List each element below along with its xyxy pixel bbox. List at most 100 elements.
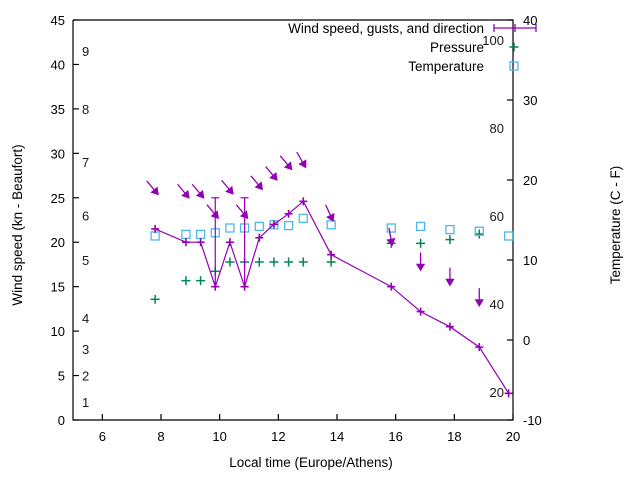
beaufort-label: 2 bbox=[82, 369, 89, 384]
legend-label-2: Temperature bbox=[408, 59, 484, 74]
wind-point bbox=[196, 238, 205, 247]
temperature-marker bbox=[181, 229, 191, 240]
pressure-point bbox=[284, 257, 294, 267]
pressure-point bbox=[298, 257, 308, 267]
arrow-head bbox=[474, 299, 484, 307]
wind-speed-line bbox=[154, 200, 510, 394]
beaufort-label: 9 bbox=[82, 44, 89, 59]
left-axis-ticks: 0 5 10 15 20 25 30 35 40 45 bbox=[51, 13, 79, 428]
pressure-point bbox=[196, 276, 206, 286]
y-tick-label: 10 bbox=[51, 324, 65, 339]
pressure-point bbox=[416, 238, 426, 248]
y-tick-label: 15 bbox=[51, 280, 65, 295]
beaufort-label: 6 bbox=[82, 209, 89, 224]
wind-direction-arrow bbox=[279, 155, 293, 171]
wind-point bbox=[504, 389, 513, 398]
axis-frame bbox=[72, 19, 514, 421]
arrow-head bbox=[269, 172, 278, 181]
fahrenheit-label: 100 bbox=[482, 33, 504, 48]
fahrenheit-label: 60 bbox=[490, 209, 504, 224]
y-tick-label: 0 bbox=[58, 413, 65, 428]
arrow-head bbox=[283, 161, 293, 171]
x-tick-label: 8 bbox=[157, 429, 164, 444]
beaufort-label: 8 bbox=[82, 102, 89, 117]
x-tick-label: 14 bbox=[330, 429, 344, 444]
beaufort-label: 7 bbox=[82, 155, 89, 170]
wind-direction-arrow bbox=[177, 183, 190, 199]
y2-tick-label: 0 bbox=[523, 333, 530, 348]
arrow-head bbox=[181, 189, 190, 199]
wind-point bbox=[445, 322, 454, 331]
pressure-point bbox=[474, 229, 484, 239]
arrow-head bbox=[445, 278, 455, 287]
temperature-marker bbox=[503, 231, 514, 241]
wind-point bbox=[269, 220, 278, 229]
y2-tick-label: 30 bbox=[523, 93, 537, 108]
arrow-head bbox=[150, 186, 159, 196]
wind-direction-arrow bbox=[415, 252, 426, 272]
wind-direction-arrow bbox=[206, 204, 220, 220]
y-axis-title: Wind speed (kn - Beaufort) bbox=[10, 144, 25, 305]
x-tick-label: 6 bbox=[99, 429, 106, 444]
beaufort-label: 5 bbox=[82, 253, 89, 268]
pressure-point bbox=[445, 235, 455, 245]
y2-tick-label: 10 bbox=[523, 253, 537, 268]
pressure-point bbox=[181, 276, 191, 286]
wind-direction-arrow bbox=[474, 288, 484, 307]
arrow-head bbox=[386, 238, 396, 247]
bottom-axis-ticks: 6 8 10 12 14 16 18 20 bbox=[99, 414, 520, 444]
temperature-marker bbox=[386, 223, 396, 233]
wind-direction-arrow bbox=[445, 267, 455, 287]
y-tick-label: 45 bbox=[51, 13, 65, 28]
x-tick-label: 16 bbox=[388, 429, 402, 444]
arrow-head bbox=[298, 159, 307, 169]
wind-point bbox=[225, 238, 234, 247]
arrow-head bbox=[326, 213, 335, 222]
y-tick-label: 20 bbox=[51, 235, 65, 250]
beaufort-label: 1 bbox=[82, 395, 89, 410]
wind-point bbox=[475, 343, 484, 352]
wind-direction-arrows bbox=[146, 151, 484, 307]
wind-direction-arrow bbox=[296, 151, 307, 169]
wind-point bbox=[299, 197, 308, 206]
wind-speed-series bbox=[151, 197, 513, 398]
pressure-point bbox=[326, 257, 336, 267]
fahrenheit-label: 40 bbox=[490, 297, 504, 312]
legend-temperature-marker bbox=[509, 61, 519, 71]
wind-direction-arrow bbox=[386, 227, 396, 247]
temperature-marker bbox=[150, 231, 160, 241]
temperature-marker bbox=[195, 229, 206, 240]
wind-point bbox=[151, 224, 160, 233]
y2-tick-label: -10 bbox=[523, 413, 542, 428]
temperature-marker bbox=[474, 226, 484, 236]
wind-direction-arrow bbox=[146, 180, 159, 196]
arrow-head bbox=[225, 185, 234, 195]
arrow-head bbox=[210, 210, 220, 220]
y2-tick-label: 40 bbox=[523, 13, 537, 28]
right-axis-ticks: -10 0 10 20 30 40 bbox=[507, 13, 542, 428]
wind-direction-arrow bbox=[265, 166, 278, 181]
wind-direction-arrow bbox=[325, 204, 335, 222]
wind-direction-arrow bbox=[221, 179, 234, 195]
y-tick-label: 5 bbox=[58, 369, 65, 384]
x-axis-title: Local time (Europe/Athens) bbox=[229, 455, 393, 470]
temperature-marker bbox=[225, 223, 235, 233]
wind-point bbox=[416, 307, 425, 316]
fahrenheit-label: 80 bbox=[490, 121, 504, 136]
beaufort-label: 3 bbox=[82, 342, 89, 357]
x-tick-label: 20 bbox=[506, 429, 520, 444]
legend-label-0: Wind speed, gusts, and direction bbox=[288, 21, 484, 36]
legend-label-1: Pressure bbox=[430, 40, 484, 55]
pressure-point bbox=[225, 257, 235, 267]
wind-point bbox=[327, 250, 336, 259]
temperature-marker bbox=[326, 220, 336, 230]
y-tick-label: 35 bbox=[51, 102, 65, 117]
wind-point bbox=[181, 238, 190, 247]
pressure-point bbox=[254, 257, 264, 267]
fahrenheit-scale-labels: 20 40 60 80 100 bbox=[482, 33, 504, 400]
temperature-marker bbox=[445, 224, 455, 235]
wind-point bbox=[255, 233, 264, 242]
arrow-head bbox=[195, 189, 205, 199]
